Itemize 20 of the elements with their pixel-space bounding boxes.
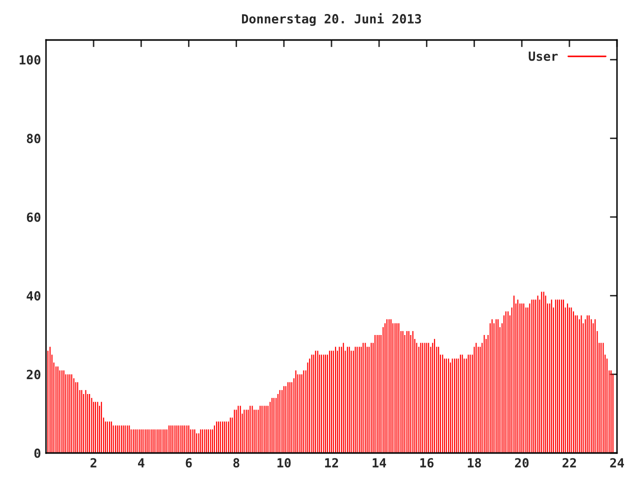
x-tick-label: 4 xyxy=(138,458,144,468)
x-tick-label: 14 xyxy=(372,458,386,468)
y-tick-label: 100 xyxy=(20,55,40,65)
y-tick-label: 60 xyxy=(26,212,40,222)
x-tick-label: 22 xyxy=(562,458,576,468)
x-tick-label: 10 xyxy=(278,458,291,468)
y-tick-label: 80 xyxy=(26,134,40,144)
x-tick-label: 2 xyxy=(90,458,96,468)
x-tick-label: 24 xyxy=(610,458,624,468)
legend-label: User xyxy=(528,52,558,61)
y-tick-label: 0 xyxy=(34,448,40,458)
x-tick-label: 16 xyxy=(420,458,434,468)
x-tick-label: 20 xyxy=(515,458,529,468)
chart-title: Donnerstag 20. Juni 2013 xyxy=(242,13,421,26)
y-tick-label: 20 xyxy=(26,370,40,380)
x-tick-label: 8 xyxy=(233,458,240,468)
y-tick-label: 40 xyxy=(26,291,40,301)
x-tick-label: 18 xyxy=(468,458,481,468)
x-tick-label: 6 xyxy=(186,458,192,468)
x-tick-label: 12 xyxy=(325,458,338,468)
